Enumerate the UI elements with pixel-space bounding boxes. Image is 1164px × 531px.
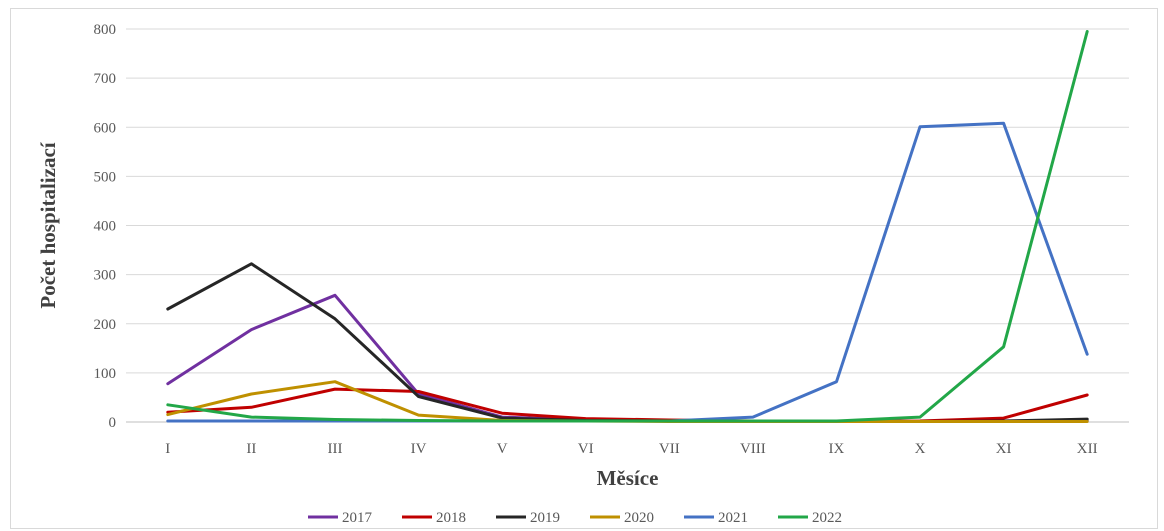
legend-label-2018: 2018 (436, 510, 466, 526)
legend-label-2017: 2017 (342, 510, 373, 526)
series-line-2022 (166, 30, 1089, 423)
x-tick-label: VI (578, 441, 594, 457)
y-tick-label: 300 (94, 268, 117, 284)
x-tick-label: VIII (740, 441, 766, 457)
x-axis-title: Měsíce (597, 466, 659, 490)
y-tick-label: 700 (94, 71, 117, 87)
y-tick-label: 200 (94, 317, 117, 333)
x-tick-label: XII (1077, 441, 1098, 457)
y-axis-ticks: 0 100 200 300 400 500 600 700 800 (94, 22, 117, 431)
legend: 2017 2018 2019 2020 2021 2022 (308, 510, 842, 526)
y-tick-label: 500 (94, 169, 117, 185)
x-tick-label: XI (996, 441, 1012, 457)
y-tick-label: 100 (94, 366, 117, 382)
chart-frame: 0 100 200 300 400 500 600 700 800 I II III IV V VI VII… (10, 8, 1158, 529)
legend-label-2021: 2021 (718, 510, 748, 526)
y-tick-label: 0 (109, 415, 117, 431)
legend-label-2019: 2019 (530, 510, 560, 526)
y-tick-label: 400 (94, 219, 117, 235)
series-line-2020 (166, 380, 1089, 423)
x-tick-label: VII (659, 441, 680, 457)
x-tick-label: I (165, 441, 170, 457)
legend-label-2022: 2022 (812, 510, 842, 526)
y-axis-title: Počet hospitalizací (36, 141, 60, 308)
y-tick-label: 800 (94, 22, 117, 38)
series-line-2021 (166, 121, 1089, 423)
x-tick-label: X (915, 441, 926, 457)
x-axis-ticks: I II III IV V VI VII VIII IX X XI XII (165, 441, 1097, 457)
x-tick-label: V (497, 441, 508, 457)
x-tick-label: II (246, 441, 256, 457)
series-lines (166, 30, 1089, 423)
x-tick-label: IV (411, 441, 427, 457)
series-line-2017 (166, 293, 1089, 423)
legend-label-2020: 2020 (624, 510, 654, 526)
gridlines (126, 28, 1129, 374)
x-tick-label: IX (829, 441, 845, 457)
series-line-2019 (166, 262, 1089, 423)
y-tick-label: 600 (94, 120, 117, 136)
x-tick-label: III (327, 441, 342, 457)
